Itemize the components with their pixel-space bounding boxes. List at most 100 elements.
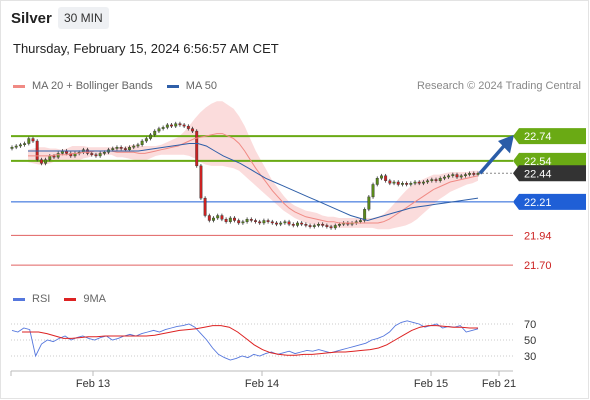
bollinger-band <box>28 101 478 230</box>
candle <box>199 165 203 199</box>
candle <box>102 152 106 154</box>
x-tick-label: Feb 14 <box>245 378 279 390</box>
price-label-22.54: 22.54 <box>524 156 552 168</box>
candle <box>392 181 396 184</box>
candle <box>296 222 299 226</box>
ma9-swatch <box>64 297 77 301</box>
candle <box>308 225 312 227</box>
candle <box>476 173 480 175</box>
price-label-21.94: 21.94 <box>524 230 552 242</box>
candle <box>48 155 52 160</box>
candle <box>304 224 308 226</box>
candle <box>52 155 56 158</box>
candle <box>333 225 337 229</box>
candle <box>161 127 165 129</box>
candle <box>241 221 245 224</box>
symbol-title: Silver <box>11 10 52 27</box>
forecast-arrow-head <box>498 134 514 154</box>
legend-item-rsi: RSI <box>13 293 50 305</box>
candle <box>14 145 18 148</box>
candle <box>220 215 224 220</box>
candle <box>363 209 367 221</box>
rsi-ma9-line <box>22 325 478 356</box>
candle <box>287 221 291 225</box>
candle <box>275 222 278 225</box>
candle <box>186 125 190 129</box>
legend-label-ma9: 9MA <box>83 293 106 305</box>
ma20-swatch <box>13 84 25 88</box>
timestamp: Thursday, February 15, 2024 6:56:57 AM C… <box>13 41 279 56</box>
x-tick-label: Feb 13 <box>76 378 110 390</box>
candle <box>86 149 90 154</box>
candle <box>367 196 371 210</box>
rsi-tick-label: 70 <box>524 319 536 331</box>
ma50-swatch <box>166 84 179 88</box>
candle <box>421 181 425 184</box>
candle <box>178 123 182 126</box>
candle <box>400 183 404 185</box>
candle <box>165 124 169 128</box>
candle <box>35 140 39 160</box>
candle <box>379 175 383 179</box>
candle <box>426 180 430 183</box>
candle <box>245 219 249 222</box>
candle <box>266 220 270 222</box>
candle <box>115 147 119 149</box>
candle <box>384 175 388 181</box>
candle <box>23 143 27 145</box>
price-tag-22.44 <box>513 165 586 182</box>
candle <box>463 174 467 176</box>
candle <box>459 175 463 178</box>
candle <box>262 220 266 224</box>
timeframe-badge[interactable]: 30 MIN <box>58 7 109 29</box>
forecast-arrow-shaft <box>478 143 507 175</box>
price-tag-22.74 <box>513 128 586 145</box>
candle <box>18 144 22 147</box>
candle <box>451 174 455 176</box>
candle <box>153 130 157 136</box>
candle <box>191 128 194 132</box>
candle <box>10 147 14 149</box>
rsi-legend: RSI 9MA <box>13 293 120 305</box>
candle <box>90 153 94 155</box>
candle <box>329 226 333 229</box>
candle <box>371 184 375 198</box>
candle <box>233 217 236 221</box>
x-tick-label: Feb 21 <box>482 378 516 390</box>
candle <box>119 147 123 149</box>
candle <box>270 221 274 224</box>
price-legend: MA 20 + Bollinger Bands MA 50 <box>13 80 231 92</box>
candle <box>31 138 35 142</box>
candle <box>417 181 421 184</box>
candle <box>195 130 199 167</box>
ma50-line <box>28 143 479 222</box>
candle <box>291 224 295 226</box>
legend-item-ma50: MA 50 <box>166 80 217 92</box>
price-tag-22.54 <box>513 152 586 169</box>
candle <box>254 220 257 222</box>
candle <box>44 159 48 164</box>
candle <box>39 159 43 164</box>
copyright-text: Research © 2024 Trading Central <box>416 80 581 92</box>
candle <box>174 123 178 127</box>
price-label-21.70: 21.70 <box>524 260 552 272</box>
candle <box>375 178 379 185</box>
candle <box>388 180 392 184</box>
candle <box>442 176 446 179</box>
candle <box>472 173 476 175</box>
candle <box>123 148 127 150</box>
candle <box>128 147 131 150</box>
candle <box>325 225 329 227</box>
candle <box>300 222 304 225</box>
rsi-swatch <box>13 297 25 301</box>
candle <box>182 124 186 127</box>
candle <box>279 222 283 225</box>
candle <box>132 145 136 148</box>
candle <box>224 219 228 222</box>
candle <box>203 197 207 216</box>
chart-header: Silver 30 MIN <box>0 0 590 36</box>
candle <box>430 179 434 181</box>
candle <box>455 174 459 178</box>
candle <box>258 221 262 224</box>
